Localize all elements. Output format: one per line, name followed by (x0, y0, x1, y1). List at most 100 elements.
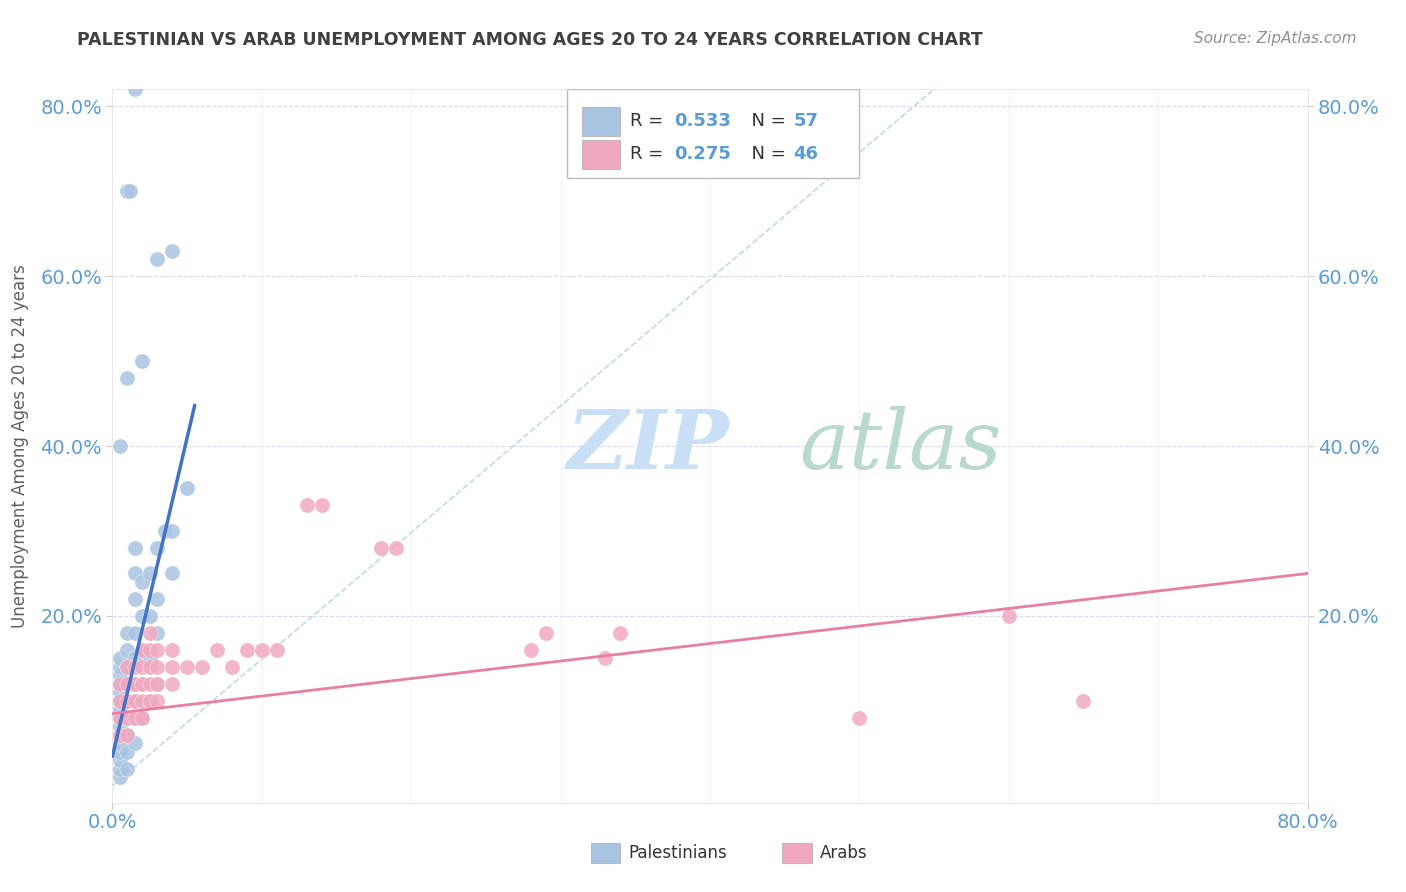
Point (108, 668, 131, 682)
Point (176, 660, 198, 674)
Point (609, 626, 631, 640)
Text: PALESTINIAN VS ARAB UNEMPLOYMENT AMONG AGES 20 TO 24 YEARS CORRELATION CHART: PALESTINIAN VS ARAB UNEMPLOYMENT AMONG A… (77, 31, 983, 49)
Point (131, 643, 153, 657)
Point (139, 677, 162, 691)
Text: R =: R = (630, 145, 669, 163)
Point (108, 736, 131, 750)
Point (162, 244, 183, 258)
Text: 46: 46 (794, 145, 818, 163)
Point (176, 482, 198, 496)
Point (162, 524, 183, 538)
Point (534, 626, 557, 640)
Point (117, 677, 139, 691)
Y-axis label: Unemployment Among Ages 20 to 24 years: Unemployment Among Ages 20 to 24 years (11, 264, 30, 628)
Point (124, 711, 146, 725)
Text: 0.275: 0.275 (675, 145, 731, 163)
Point (124, 694, 146, 708)
Point (311, 499, 333, 513)
Point (139, 651, 162, 665)
Point (117, 184, 139, 198)
Bar (582, 140, 620, 169)
Point (117, 711, 139, 725)
Point (848, 711, 870, 725)
Point (108, 753, 131, 767)
Point (108, 762, 131, 776)
Point (124, 541, 146, 555)
Point (221, 660, 243, 674)
Point (131, 354, 153, 368)
Point (250, 643, 273, 657)
Point (117, 626, 139, 640)
Point (117, 711, 139, 725)
Point (139, 626, 162, 640)
Point (139, 694, 162, 708)
Point (124, 626, 146, 640)
Point (108, 677, 131, 691)
FancyBboxPatch shape (567, 89, 859, 178)
Point (108, 770, 131, 784)
Point (117, 660, 139, 674)
Text: R =: R = (630, 112, 669, 130)
Point (131, 677, 153, 691)
Point (146, 677, 169, 691)
Point (139, 566, 162, 581)
Point (153, 524, 176, 538)
Point (191, 660, 214, 674)
Point (108, 702, 131, 716)
Point (108, 728, 131, 742)
Point (124, 677, 146, 691)
Point (131, 608, 153, 623)
Point (117, 694, 139, 708)
Point (117, 677, 139, 691)
Point (108, 745, 131, 759)
Point (370, 541, 392, 555)
Point (124, 566, 146, 581)
Point (146, 626, 169, 640)
Point (131, 574, 153, 589)
Bar (591, 844, 620, 863)
Point (124, 736, 146, 750)
Point (146, 694, 169, 708)
Point (162, 677, 183, 691)
Point (385, 541, 408, 555)
Point (124, 677, 146, 691)
Point (108, 719, 131, 733)
Bar (782, 844, 811, 863)
Point (117, 643, 139, 657)
Point (108, 711, 131, 725)
Point (236, 643, 259, 657)
Point (146, 677, 169, 691)
Point (520, 643, 543, 657)
Point (139, 608, 162, 623)
Point (131, 643, 153, 657)
Point (266, 643, 288, 657)
Point (108, 694, 131, 708)
Point (124, 591, 146, 606)
Point (146, 541, 169, 555)
Point (124, 660, 146, 674)
Text: Arabs: Arabs (820, 845, 868, 863)
Point (131, 677, 153, 691)
Text: N =: N = (740, 145, 792, 163)
Point (108, 685, 131, 699)
Point (124, 651, 146, 665)
Point (162, 566, 183, 581)
Point (131, 711, 153, 725)
Point (162, 643, 183, 657)
Point (595, 651, 617, 665)
Text: 57: 57 (794, 112, 818, 130)
Point (139, 660, 162, 674)
Text: ZIP: ZIP (567, 406, 730, 486)
Point (117, 660, 139, 674)
Point (117, 694, 139, 708)
Point (117, 745, 139, 759)
Point (117, 371, 139, 385)
Point (108, 651, 131, 665)
Point (108, 728, 131, 742)
Text: N =: N = (740, 112, 792, 130)
Point (146, 643, 169, 657)
Bar (582, 107, 620, 136)
Point (1073, 694, 1095, 708)
Point (162, 660, 183, 674)
Point (131, 660, 153, 674)
